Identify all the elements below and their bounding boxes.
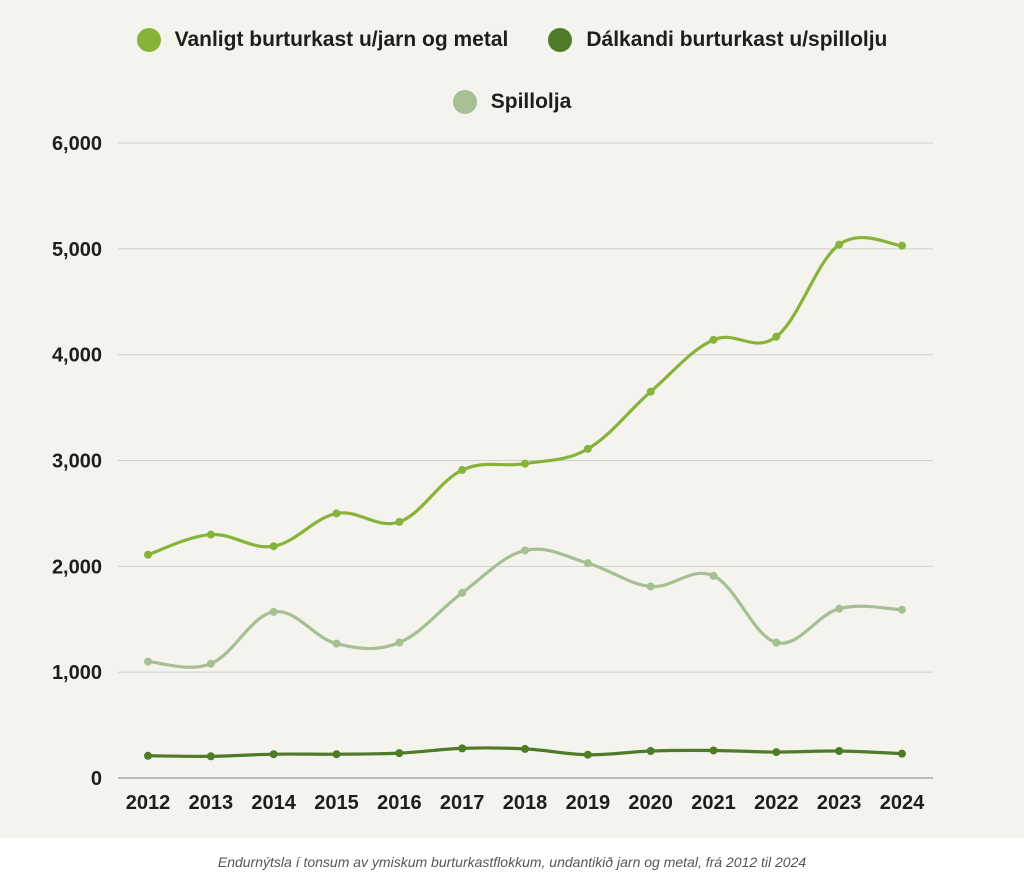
- legend-marker-vanligt-icon: [136, 28, 161, 52]
- series-1-point-2013: [206, 752, 215, 761]
- series-1-point-2016: [395, 749, 404, 758]
- legend-label-dalkandi: Dálkandi burturkast u/spillolju: [586, 28, 888, 51]
- legend-item-vanligt: Vanligt burturkast u/jarn og metal: [136, 28, 509, 52]
- legend-label-vanligt: Vanligt burturkast u/jarn og metal: [174, 28, 509, 51]
- series-1-point-2012: [144, 751, 152, 760]
- series-0-point-2021: [709, 335, 718, 344]
- y-tick-label-1000: 1,000: [52, 662, 102, 684]
- series-1-point-2017: [458, 744, 467, 753]
- y-tick-label-6000: 6,000: [52, 133, 102, 155]
- series-2-point-2016: [395, 638, 404, 647]
- x-tick-label-2022: 2022: [754, 792, 799, 814]
- series-1-point-2014: [269, 750, 278, 759]
- x-tick-label-2020: 2020: [628, 792, 673, 814]
- x-tick-label-2012: 2012: [126, 792, 171, 814]
- series-0-point-2022: [772, 332, 781, 341]
- x-tick-label-2013: 2013: [189, 792, 234, 814]
- series-0-point-2020: [646, 387, 655, 396]
- legend-item-spillolja: Spillolja: [452, 90, 572, 114]
- x-tick-label-2016: 2016: [377, 792, 422, 814]
- x-tick-label-2019: 2019: [566, 792, 611, 814]
- x-tick-label-2021: 2021: [691, 792, 736, 814]
- series-0-point-2018: [521, 459, 529, 468]
- legend-label-spillolja: Spillolja: [490, 90, 572, 113]
- series-1-point-2022: [772, 748, 781, 757]
- x-tick-label-2023: 2023: [817, 792, 862, 814]
- series-1-point-2019: [583, 750, 592, 759]
- series-1-point-2018: [521, 744, 529, 753]
- legend-row-2: Spillolja: [0, 84, 1024, 120]
- y-tick-label-5000: 5,000: [52, 239, 102, 261]
- series-0-point-2019: [583, 444, 592, 453]
- series-0-point-2015: [332, 509, 341, 518]
- legend-row-1: Vanligt burturkast u/jarn og metal Dálka…: [0, 22, 1024, 58]
- series-2-point-2023: [835, 604, 844, 613]
- y-tick-label-3000: 3,000: [52, 451, 102, 473]
- x-tick-label-2015: 2015: [314, 792, 359, 814]
- legend-marker-spillolja-icon: [452, 90, 477, 114]
- x-tick-label-2018: 2018: [503, 792, 548, 814]
- x-tick-label-2014: 2014: [251, 792, 296, 814]
- y-tick-label-0: 0: [91, 768, 102, 790]
- series-0-point-2014: [269, 542, 278, 551]
- series-1-point-2015: [332, 750, 341, 759]
- x-tick-label-2024: 2024: [880, 792, 925, 814]
- line-chart: 0 1,000 2,000 3,000 4,000 5,000 6,000 2012 2013 2…: [52, 133, 933, 814]
- series-2-point-2015: [332, 639, 341, 648]
- series-0-point-2017: [458, 466, 467, 475]
- series-2-point-2021: [709, 571, 718, 580]
- chart-caption: Endurnýtsla í tonsum av ymiskum burturka…: [0, 838, 1024, 885]
- series-2-point-2013: [206, 659, 215, 668]
- series-1-point-2023: [835, 747, 844, 756]
- series-0-point-2024: [898, 241, 906, 250]
- chart-panel: Vanligt burturkast u/jarn og metal Dálka…: [0, 0, 1024, 838]
- series-line-0: [146, 235, 904, 557]
- y-tick-label-4000: 4,000: [52, 345, 102, 367]
- legend-marker-dalkandi-icon: [548, 28, 573, 52]
- x-tick-label-2017: 2017: [440, 792, 485, 814]
- legend-item-dalkandi: Dálkandi burturkast u/spillolju: [548, 28, 887, 52]
- series-2-point-2014: [269, 607, 278, 616]
- series-0-point-2012: [144, 550, 152, 559]
- series-1-point-2024: [898, 749, 906, 758]
- series-1-point-2020: [646, 747, 655, 756]
- series-2-point-2019: [583, 559, 592, 568]
- series-2-point-2024: [898, 605, 906, 614]
- series-2-point-2017: [458, 588, 467, 597]
- legend: Vanligt burturkast u/jarn og metal Dálka…: [0, 22, 1024, 120]
- series-0-point-2023: [835, 240, 844, 249]
- series-0-point-2013: [206, 530, 215, 539]
- series-2-point-2022: [772, 638, 781, 647]
- series-2-point-2020: [646, 582, 655, 591]
- series-1-point-2021: [709, 746, 718, 755]
- series-2-point-2018: [521, 546, 529, 555]
- y-tick-label-2000: 2,000: [52, 556, 102, 578]
- series-2-point-2012: [144, 657, 152, 666]
- series-0-point-2016: [395, 517, 404, 526]
